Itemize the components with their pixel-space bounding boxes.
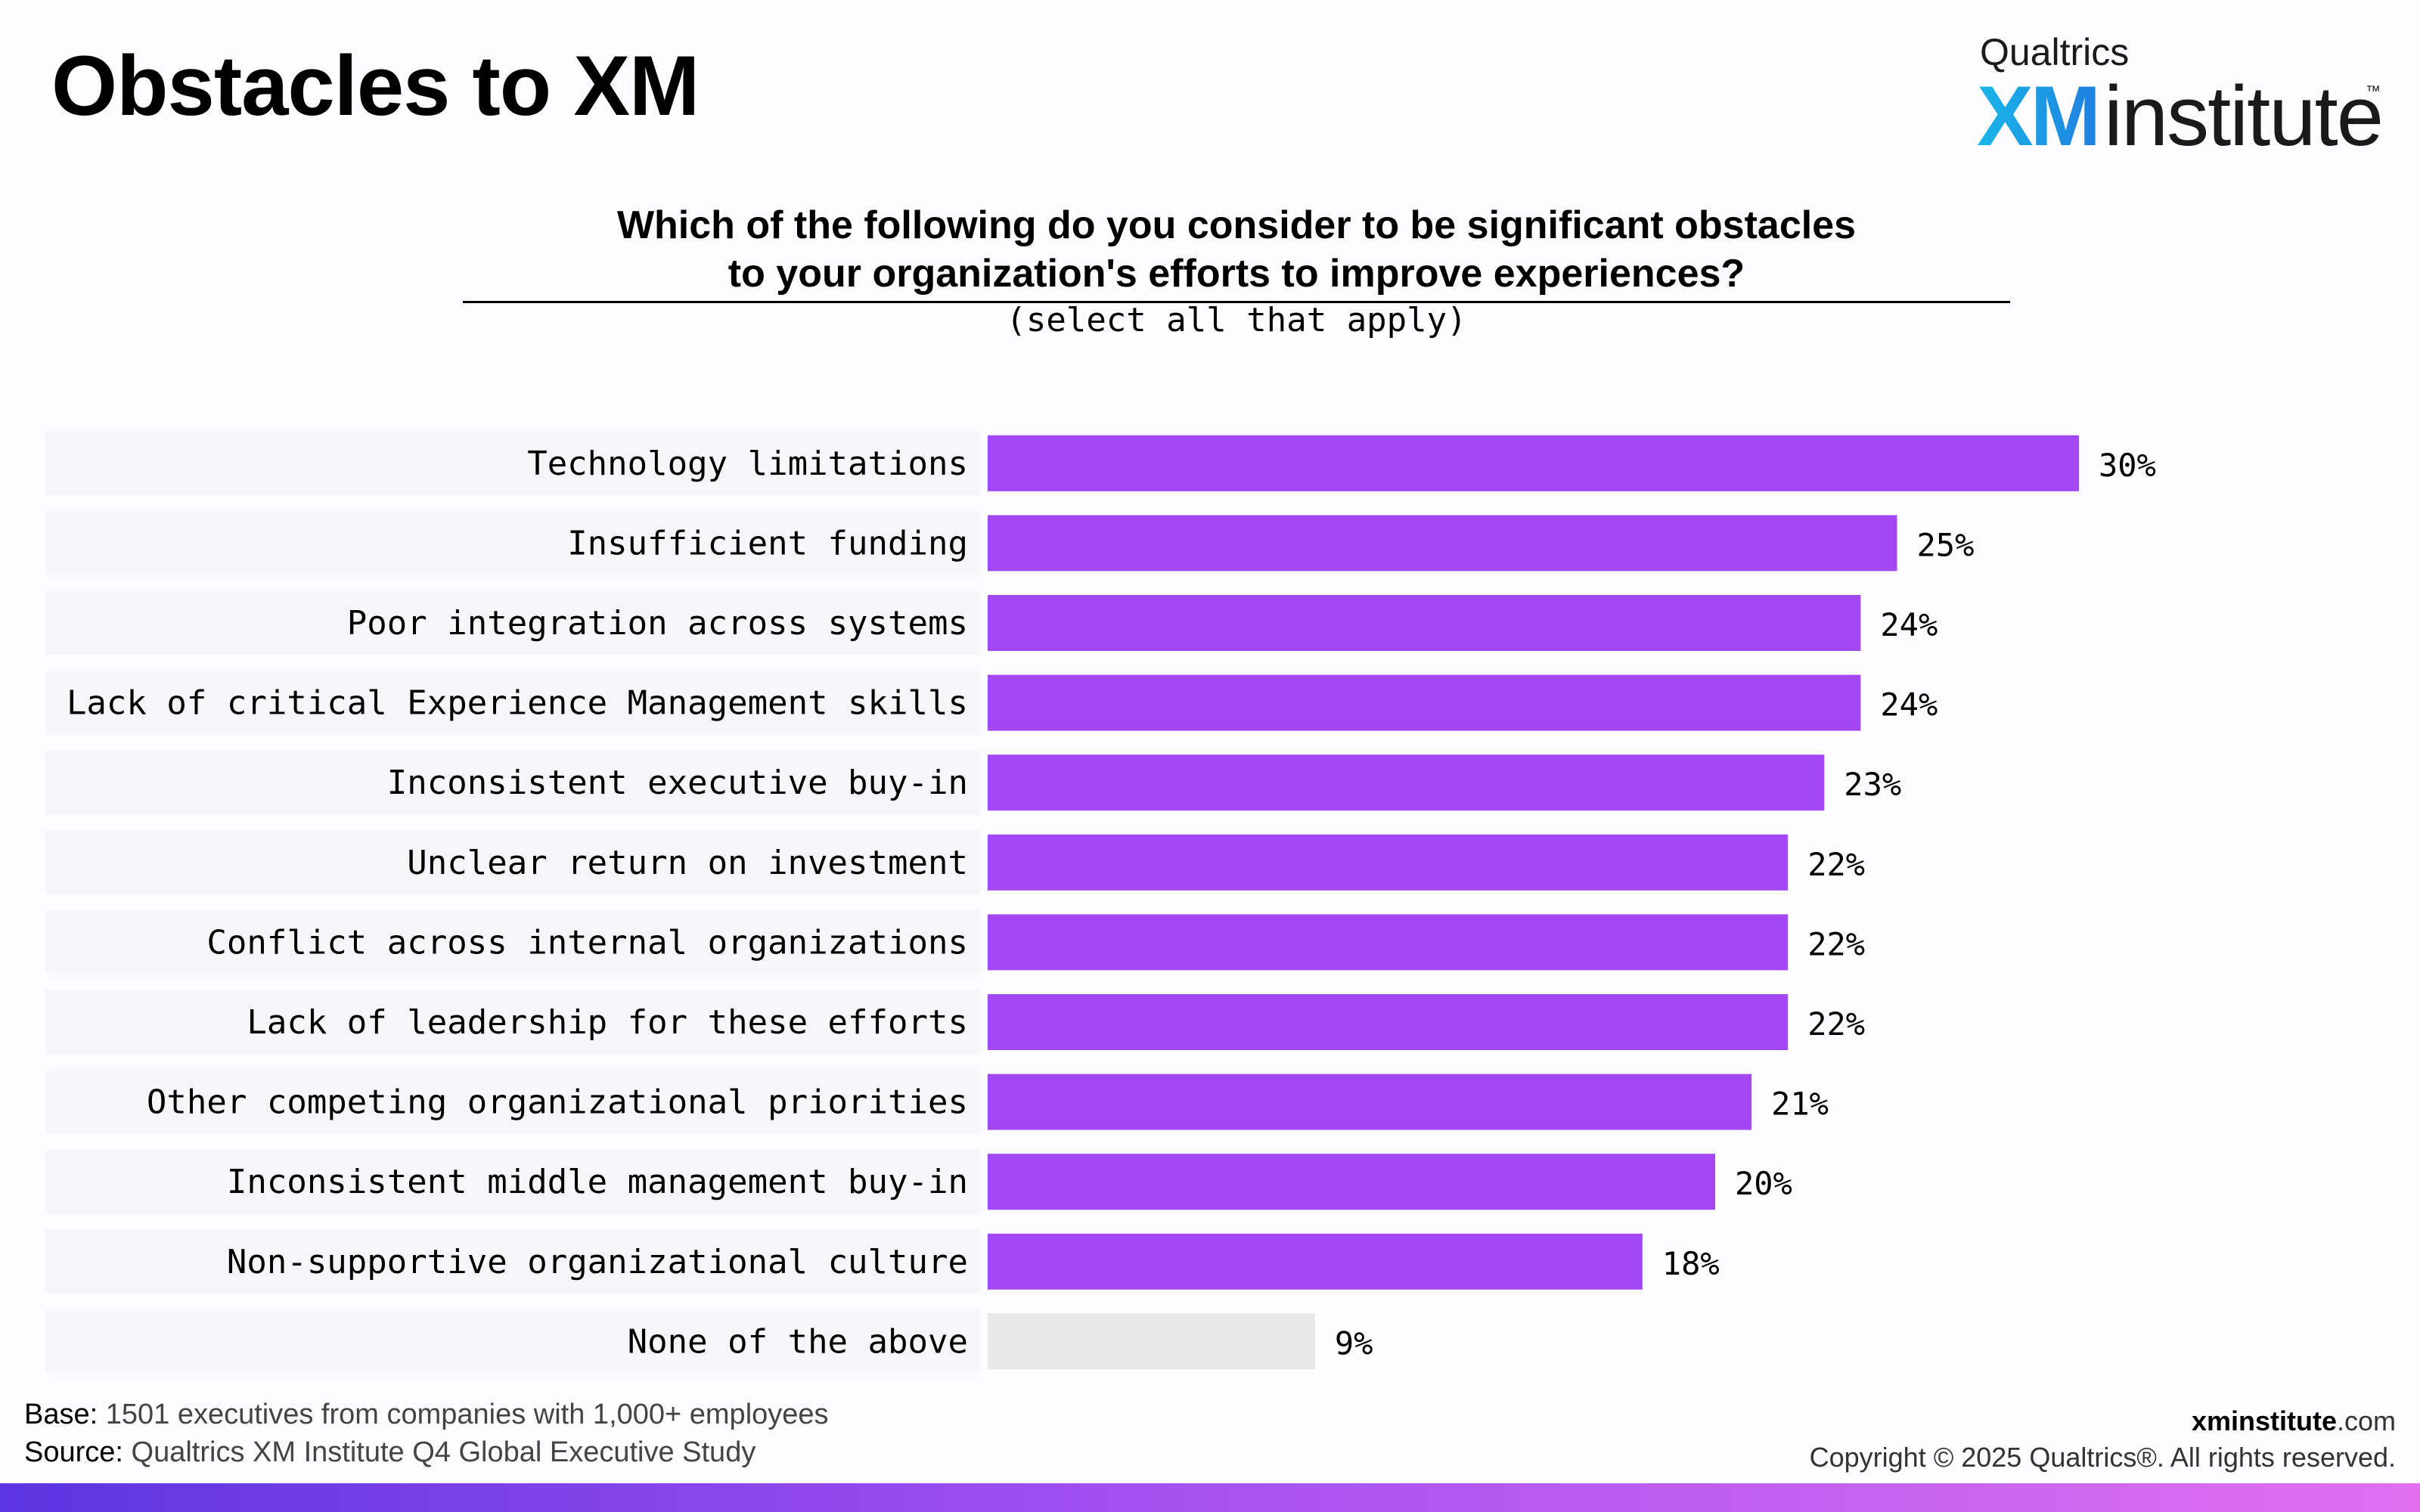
category-label: Non-supportive organizational culture [227, 1243, 968, 1281]
row-background [45, 990, 980, 1054]
bar [988, 515, 1897, 572]
base-text: 1501 executives from companies with 1,00… [98, 1399, 829, 1430]
source-label: Source: [24, 1436, 123, 1468]
row-background [45, 1070, 980, 1134]
source-text: Qualtrics XM Institute Q4 Global Executi… [123, 1436, 756, 1468]
category-label: Other competing organizational prioritie… [147, 1083, 968, 1122]
logo-brand: Qualtrics [1980, 31, 2130, 73]
value-label: 22% [1807, 925, 1865, 962]
category-label: Poor integration across systems [347, 604, 968, 643]
category-label: Lack of leadership for these efforts [247, 1003, 968, 1042]
category-label: Conflict across internal organizations [206, 923, 968, 962]
value-label: 9% [1335, 1325, 1373, 1362]
row-background [45, 431, 980, 495]
bar [988, 595, 1861, 651]
row-background [45, 1229, 980, 1294]
xm-institute-logo: Qualtrics XM institute ™ [1977, 30, 2385, 163]
question-note: (select all that apply) [1006, 301, 1467, 339]
question-line-1: Which of the following do you consider t… [616, 203, 1857, 247]
value-label: 24% [1880, 686, 1938, 723]
row-background [45, 830, 980, 894]
bar [988, 435, 2079, 491]
bar [988, 1233, 1643, 1290]
bar [988, 914, 1789, 971]
logo-xm: XM [1977, 69, 2101, 163]
logo-institute: institute [2104, 69, 2384, 163]
value-label: 22% [1807, 846, 1865, 883]
category-label: Inconsistent executive buy-in [387, 764, 968, 802]
category-label: Lack of critical Experience Management s… [67, 684, 968, 723]
bar [988, 1313, 1315, 1370]
category-label: Inconsistent middle management buy-in [227, 1163, 968, 1201]
value-label: 22% [1807, 1005, 1865, 1043]
value-label: 20% [1735, 1165, 1792, 1202]
copyright: Copyright © 2025 Qualtrics®. All rights … [1809, 1442, 2396, 1473]
value-label: 30% [2099, 447, 2156, 484]
footer-notes: Base: 1501 executives from companies wit… [24, 1396, 829, 1471]
row-background [45, 591, 980, 655]
value-label: 21% [1771, 1086, 1829, 1123]
bar [988, 1074, 1752, 1130]
footer-right: xminstitute.com Copyright © 2025 Qualtri… [1810, 1403, 2396, 1476]
value-label: 23% [1844, 766, 1901, 803]
bar [988, 834, 1789, 891]
category-label: Technology limitations [527, 445, 968, 483]
source-note: Source: Qualtrics XM Institute Q4 Global… [24, 1433, 829, 1471]
site-suffix: .com [2336, 1405, 2396, 1436]
page-title: Obstacles to XM [51, 39, 700, 133]
value-label: 24% [1880, 606, 1938, 643]
base-label: Base: [24, 1399, 98, 1430]
bar [988, 994, 1789, 1050]
row-background [45, 751, 980, 815]
question-divider [463, 301, 2010, 303]
bar [988, 1154, 1715, 1210]
row-background [45, 910, 980, 974]
row-background [45, 1309, 980, 1374]
bar [988, 674, 1861, 731]
category-label: Unclear return on investment [407, 844, 968, 882]
row-background [45, 671, 980, 735]
question-line-2: to your organization's efforts to improv… [728, 252, 1745, 296]
row-background [45, 511, 980, 575]
chart-question: Which of the following do you consider t… [463, 201, 2010, 298]
value-label: 18% [1662, 1245, 1720, 1282]
value-label: 25% [1917, 526, 1975, 563]
category-label: Insufficient funding [567, 524, 968, 562]
row-background [45, 1150, 980, 1214]
site-name: xminstitute [2191, 1405, 2337, 1436]
base-note: Base: 1501 executives from companies wit… [24, 1396, 829, 1433]
gradient-strip [0, 1483, 2420, 1512]
category-label: None of the above [628, 1322, 968, 1361]
bar [988, 754, 1825, 811]
site-link[interactable]: xminstitute.com [1810, 1403, 2396, 1439]
logo-tm: ™ [2366, 83, 2381, 100]
